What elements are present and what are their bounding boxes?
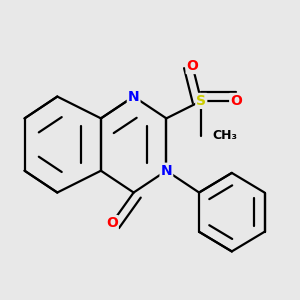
Text: O: O (106, 216, 118, 230)
Text: CH₃: CH₃ (212, 129, 237, 142)
Text: O: O (230, 94, 242, 108)
Text: S: S (196, 94, 206, 108)
Text: O: O (187, 59, 199, 73)
Text: N: N (128, 90, 140, 104)
Text: N: N (160, 164, 172, 178)
